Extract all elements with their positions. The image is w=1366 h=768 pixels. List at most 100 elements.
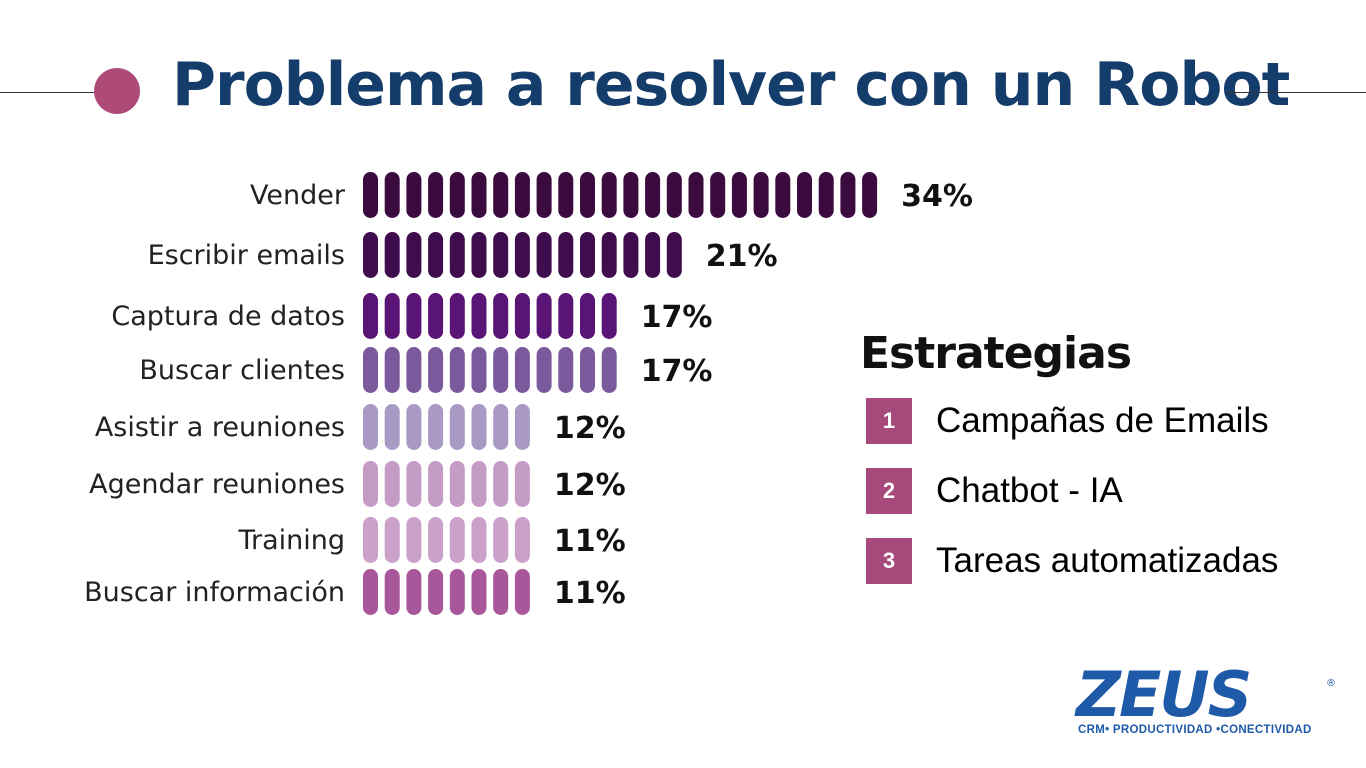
bar-pill	[449, 232, 465, 278]
bar-pill	[623, 172, 639, 218]
bar-pill	[449, 404, 465, 450]
bar-row: Escribir emails 21%	[148, 232, 778, 278]
bar-pill	[428, 517, 444, 563]
bar-pill	[623, 232, 639, 278]
bar-pill	[449, 461, 465, 507]
bar-pill	[514, 347, 530, 393]
bar-pill	[471, 517, 487, 563]
bar-pill	[818, 172, 834, 218]
bar-pill	[428, 172, 444, 218]
strategy-label: Tareas automatizadas	[936, 541, 1279, 580]
value-label: 12%	[554, 468, 626, 503]
bar-row: Asistir a reuniones 12%	[95, 404, 626, 450]
bar-pill	[363, 569, 378, 615]
bar-pill	[363, 347, 378, 393]
bar-pill	[384, 517, 400, 563]
bar-pill	[384, 293, 400, 339]
bar-pill	[840, 172, 856, 218]
bar-pill	[449, 293, 465, 339]
category-label: Buscar información	[84, 577, 345, 608]
bar-pill	[580, 172, 595, 218]
bar-pill	[536, 347, 552, 393]
bar-row: Captura de datos 17%	[111, 293, 713, 339]
category-label: Agendar reuniones	[89, 469, 345, 500]
bar-pill	[428, 569, 444, 615]
strategies-heading: Estrategias	[860, 328, 1132, 379]
bar-pill	[536, 232, 552, 278]
registered-mark: ®	[1326, 678, 1336, 689]
title-rule-left	[0, 92, 100, 93]
bar-pill	[471, 461, 487, 507]
bar-row: Buscar información 11%	[84, 569, 626, 615]
category-label: Vender	[250, 180, 346, 211]
bar-pill	[601, 347, 617, 393]
bar-pill	[645, 232, 661, 278]
category-label: Escribir emails	[148, 240, 345, 271]
bar-pill	[666, 172, 682, 218]
value-label: 12%	[554, 411, 626, 446]
bar-pill	[449, 517, 465, 563]
zeus-logo: ZEUS ® CRM• PRODUCTIVIDAD •CONECTIVIDAD	[1076, 658, 1346, 744]
bar-pill	[493, 347, 509, 393]
bar-pill	[471, 404, 487, 450]
bar-pill	[536, 172, 552, 218]
bar-pill	[514, 569, 530, 615]
bar-pill	[710, 172, 726, 218]
bar-pill	[493, 404, 509, 450]
bar-pill	[384, 404, 400, 450]
bar-pill	[471, 232, 487, 278]
bar-pill	[601, 172, 617, 218]
value-label: 11%	[554, 576, 626, 611]
bar-pill	[406, 517, 422, 563]
strategy-number-badge: 2	[866, 468, 912, 514]
value-label: 11%	[554, 524, 626, 559]
bar-pill	[406, 569, 422, 615]
bar-pill	[666, 232, 682, 278]
bar-pill	[449, 347, 465, 393]
category-label: Captura de datos	[111, 301, 345, 332]
bar-pill	[363, 461, 378, 507]
strategy-number-badge: 1	[866, 398, 912, 444]
bar-pill	[384, 232, 400, 278]
value-label: 17%	[641, 354, 713, 389]
bar-pill	[601, 232, 617, 278]
bar-chart: Vender 34% Escribir emails 21% Captura de da…	[84, 172, 973, 615]
bar-pill	[797, 172, 812, 218]
bar-pill	[688, 172, 704, 218]
bar-pill	[363, 517, 378, 563]
bar-row: Buscar clientes 17%	[139, 347, 713, 393]
strategy-item-2: 2 Chatbot - IA	[866, 468, 1123, 514]
bar-pill	[580, 347, 595, 393]
bar-pill	[862, 172, 878, 218]
bar-pill	[428, 232, 444, 278]
bar-pill	[558, 232, 574, 278]
logo-tagline: CRM• PRODUCTIVIDAD •CONECTIVIDAD	[1078, 724, 1312, 736]
bar-pill	[514, 172, 530, 218]
bar-pill	[428, 404, 444, 450]
bar-pill	[514, 461, 530, 507]
bar-row: Training 11%	[237, 517, 626, 563]
bar-pill	[363, 404, 378, 450]
strategy-item-1: 1 Campañas de Emails	[866, 398, 1269, 444]
logo-wordmark: ZEUS	[1076, 658, 1252, 731]
bar-pill	[428, 347, 444, 393]
bar-pill	[449, 569, 465, 615]
strategy-label: Chatbot - IA	[936, 471, 1123, 510]
bar-pill	[493, 232, 509, 278]
bar-pill	[471, 172, 487, 218]
bar-pill	[363, 293, 378, 339]
bar-pill	[384, 461, 400, 507]
bar-pill	[558, 347, 574, 393]
bar-pill	[731, 172, 747, 218]
bar-pill	[406, 347, 422, 393]
bar-pill	[471, 293, 487, 339]
bar-pill	[558, 172, 574, 218]
bar-pill	[363, 172, 378, 218]
slide-title: Problema a resolver con un Robot	[172, 50, 1290, 120]
bar-pill	[406, 404, 422, 450]
bar-pill	[514, 517, 530, 563]
bar-pill	[493, 569, 509, 615]
bar-pill	[384, 172, 400, 218]
bar-pill	[428, 293, 444, 339]
title-bullet-dot	[94, 68, 140, 114]
